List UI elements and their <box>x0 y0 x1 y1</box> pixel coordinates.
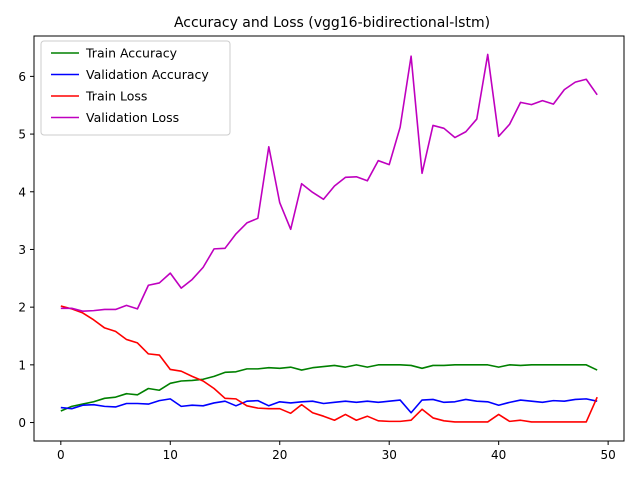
y-tick-label: 0 <box>18 416 26 430</box>
x-tick-label: 30 <box>382 448 397 462</box>
axes-frame <box>33 35 625 442</box>
legend: Train Accuracy Validation Accuracy Train L… <box>40 40 231 136</box>
y-tick-label: 2 <box>18 301 26 315</box>
legend-label: Train Loss <box>85 89 147 104</box>
y-tick-label: 5 <box>18 128 26 142</box>
y-tick-label: 6 <box>18 70 26 84</box>
y-tick-label: 4 <box>18 185 26 199</box>
series-line-train-accuracy <box>60 364 598 412</box>
y-tick-label: 3 <box>18 243 26 257</box>
plot-area <box>33 35 625 442</box>
x-tick-label: 10 <box>163 448 178 462</box>
series-line-train-loss <box>60 305 598 423</box>
x-tick-label: 40 <box>491 448 506 462</box>
y-axis: 0 1 2 3 4 5 6 <box>18 70 34 430</box>
x-tick-label: 50 <box>600 448 615 462</box>
legend-label: Validation Loss <box>86 110 179 125</box>
chart-title: Accuracy and Loss (vgg16-bidirectional-l… <box>174 15 490 31</box>
series-line-validation-loss <box>60 53 598 312</box>
y-tick-label: 1 <box>18 358 26 372</box>
legend-label: Validation Accuracy <box>86 67 209 82</box>
x-tick-label: 0 <box>57 448 65 462</box>
legend-label: Train Accuracy <box>85 46 178 61</box>
x-axis: 0 10 20 30 40 50 <box>57 441 616 462</box>
series-line-validation-accuracy <box>60 398 598 414</box>
legend-box <box>40 40 231 136</box>
x-tick-label: 20 <box>272 448 287 462</box>
